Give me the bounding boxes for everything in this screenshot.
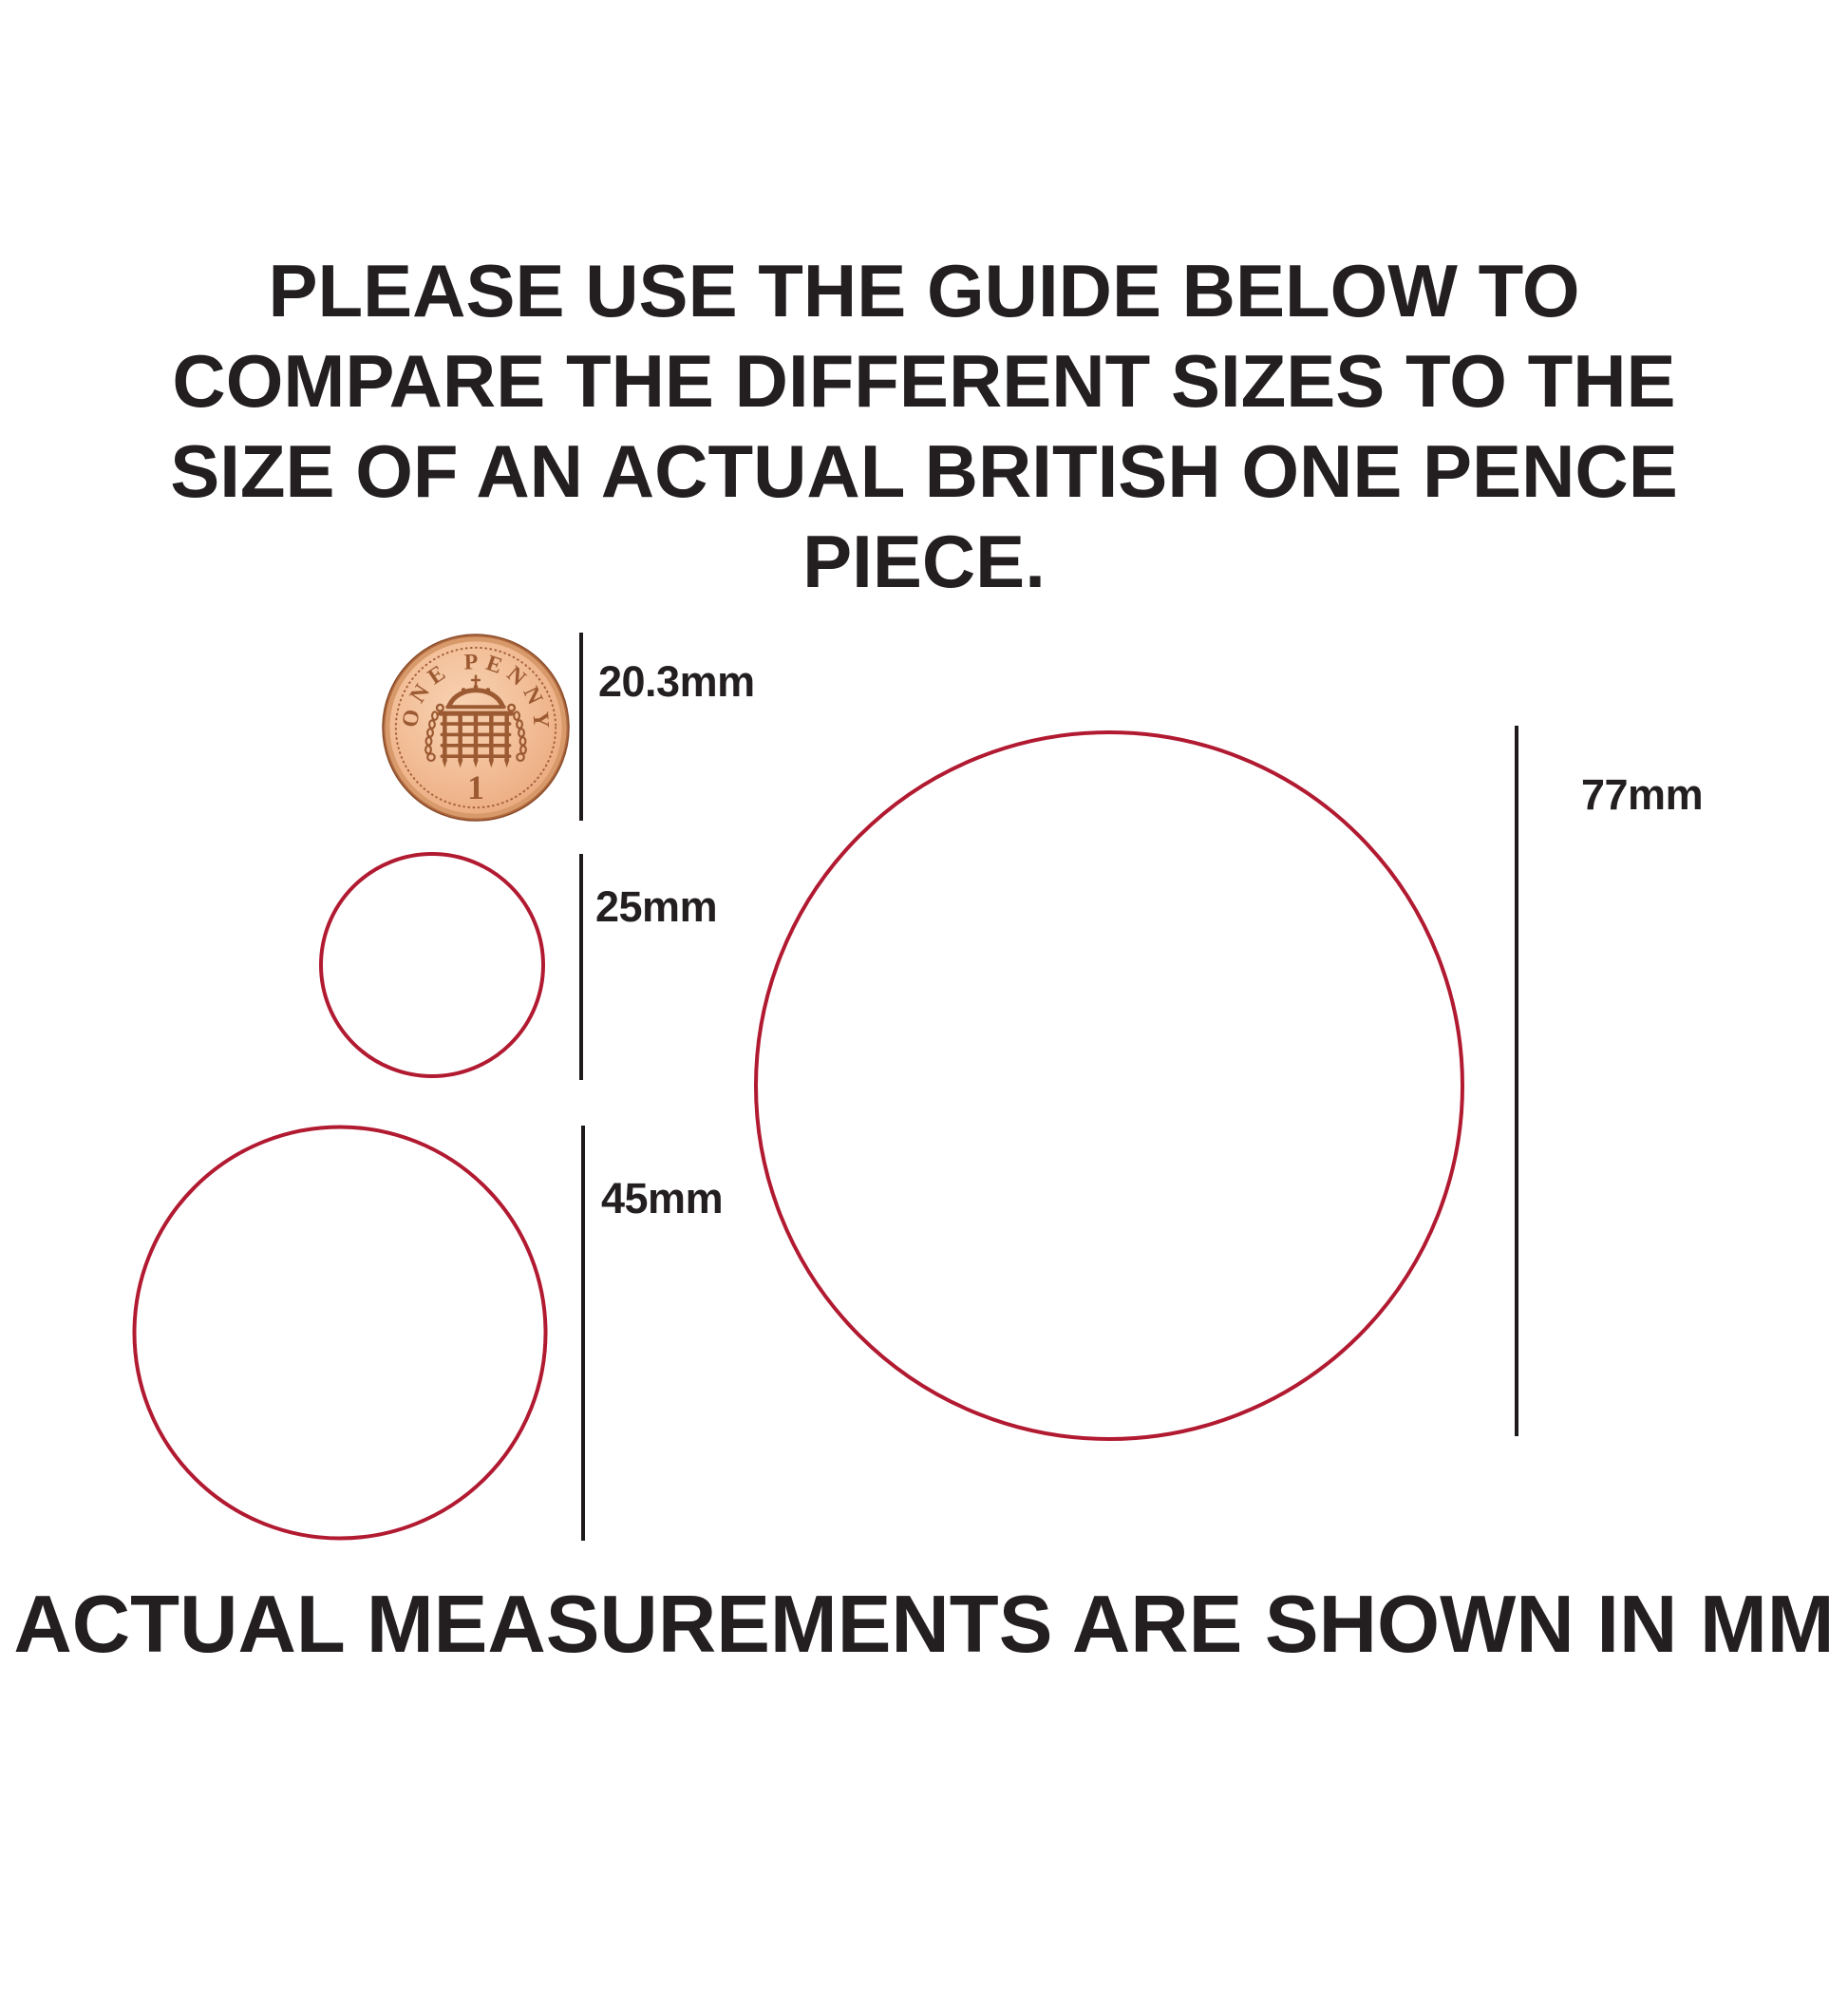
size-circle-45mm — [132, 1125, 548, 1541]
coin-dotted-ring — [394, 646, 557, 809]
ruler-line-20-3mm — [579, 633, 583, 821]
ruler-line-77mm — [1515, 726, 1518, 1436]
ruler-line-45mm — [581, 1126, 585, 1541]
size-label-45mm: 45mm — [601, 1174, 724, 1222]
page-title: PLEASE USE THE GUIDE BELOW TO COMPARE TH… — [170, 249, 1678, 603]
coin-portcullis-emblem — [424, 674, 527, 768]
size-label-77mm: 77mm — [1581, 770, 1704, 819]
size-circle-25mm — [319, 852, 545, 1078]
size-label-20-3mm: 20.3mm — [598, 657, 755, 706]
footer-note: ACTUAL MEASUREMENTS ARE SHOWN IN MM — [13, 1580, 1835, 1670]
size-circle-77mm — [754, 730, 1464, 1441]
ruler-line-25mm — [579, 854, 583, 1080]
coin-denomination: 1 — [467, 768, 484, 806]
size-label-25mm: 25mm — [595, 882, 718, 931]
coin-body — [382, 634, 570, 822]
one-penny-coin-image: ONE PENNY — [382, 634, 570, 822]
